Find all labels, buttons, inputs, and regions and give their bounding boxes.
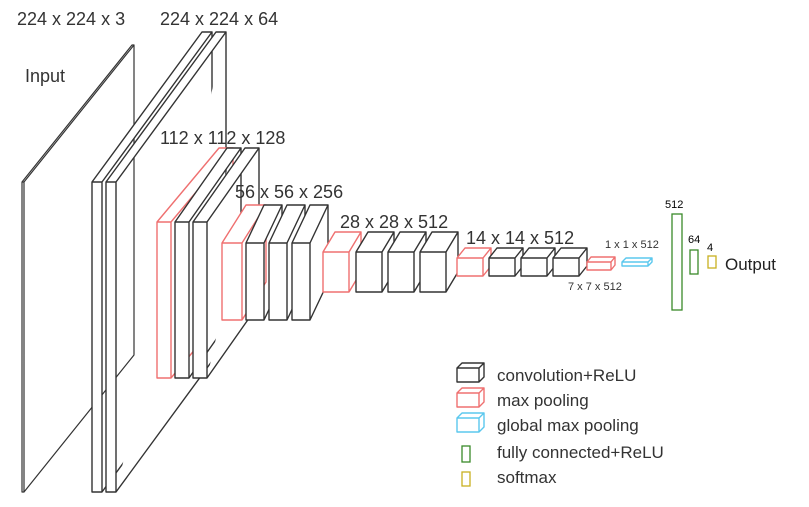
conv5-layer-b bbox=[520, 247, 556, 277]
dim-label-input: 224 x 224 x 3 bbox=[17, 9, 125, 29]
legend-icon-gmp bbox=[456, 412, 485, 433]
dim-label-conv1: 224 x 224 x 64 bbox=[160, 9, 278, 29]
dim-label-conv2: 112 x 112 x 128 bbox=[160, 128, 285, 148]
input-label: Input bbox=[25, 66, 65, 86]
conv3-layer-c bbox=[291, 204, 329, 321]
fc3-size-label: 4 bbox=[707, 242, 713, 254]
dim-label-conv4: 28 x 28 x 512 bbox=[340, 212, 448, 232]
legend-label-maxpool: max pooling bbox=[497, 391, 589, 410]
dim-label-conv3: 56 x 56 x 256 bbox=[235, 182, 343, 202]
fc2-size-label: 64 bbox=[688, 234, 700, 246]
legend-icon-conv bbox=[456, 362, 485, 383]
legend-label-fc: fully connected+ReLU bbox=[497, 443, 664, 462]
fc2-layer bbox=[689, 249, 699, 275]
dim-label-pool5: 7 x 7 x 512 bbox=[568, 281, 622, 293]
softmax-layer bbox=[707, 255, 717, 269]
conv5-layer-a bbox=[488, 247, 524, 277]
dim-label-gap: 1 x 1 x 512 bbox=[605, 239, 659, 251]
dim-label-conv5: 14 x 14 x 512 bbox=[466, 228, 574, 248]
legend-label-softmax: softmax bbox=[497, 468, 557, 487]
input-image-plane bbox=[21, 44, 135, 493]
gmp-layer bbox=[621, 257, 653, 267]
pool4-layer bbox=[456, 247, 492, 277]
conv5-layer-c bbox=[552, 247, 588, 277]
fc1-size-label: 512 bbox=[665, 199, 683, 211]
fc1-layer bbox=[671, 213, 683, 311]
legend-icon-maxpool bbox=[456, 387, 485, 408]
output-label: Output bbox=[725, 255, 776, 274]
legend-icons bbox=[456, 362, 485, 487]
legend: convolution+ReLU max pooling global max … bbox=[456, 362, 664, 487]
legend-label-gmp: global max pooling bbox=[497, 416, 639, 435]
legend-icon-softmax bbox=[461, 471, 471, 487]
network-layers bbox=[21, 31, 717, 493]
legend-icon-fc bbox=[461, 445, 471, 463]
legend-label-conv: convolution+ReLU bbox=[497, 366, 636, 385]
pool5-layer bbox=[586, 256, 616, 271]
